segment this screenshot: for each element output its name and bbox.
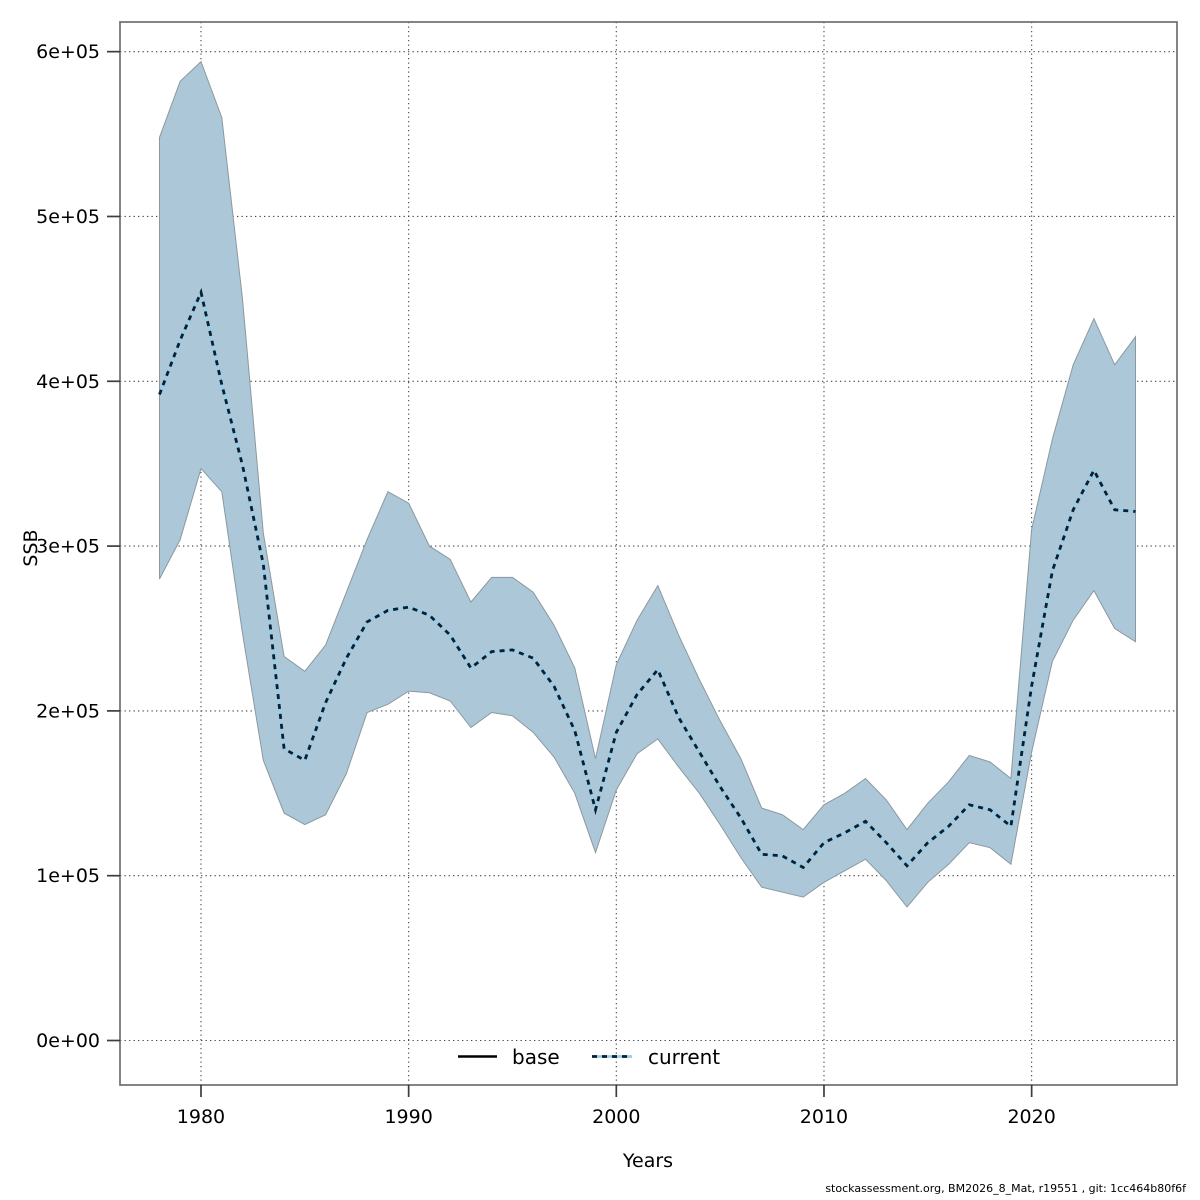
x-tick-label: 2000: [592, 1106, 640, 1128]
x-tick-label: 2010: [800, 1106, 848, 1128]
x-axis-title: Years: [622, 1150, 673, 1172]
x-tick-label: 1990: [384, 1106, 432, 1128]
y-tick-label: 3e+05: [36, 536, 100, 558]
y-tick-label: 6e+05: [36, 41, 100, 63]
axis-layer: 1980 1990 2000 2010 2020 0e+00 1e+05 2e+05 3e+05…: [36, 21, 1178, 1128]
y-tick-label: 4e+05: [36, 371, 100, 393]
y-tick-label: 2e+05: [36, 700, 100, 722]
y-tick-label: 5e+05: [36, 206, 100, 228]
plot-frame: [119, 21, 1178, 1086]
y-tick-label: 1e+05: [36, 865, 100, 887]
legend-base-label: base: [512, 1045, 560, 1069]
x-tick-label: 1980: [177, 1106, 225, 1128]
legend: base current: [458, 1045, 720, 1069]
legend-current-label: current: [648, 1045, 720, 1069]
data-layer: [158, 60, 1136, 908]
y-tick-label: 0e+00: [36, 1030, 100, 1052]
x-tick-label: 2020: [1007, 1106, 1055, 1128]
y-axis-title: SSB: [20, 529, 42, 566]
confidence-band: [159, 60, 1136, 908]
footer-watermark: stockassessment.org, BM2026_8_Mat, r1955…: [825, 1182, 1187, 1195]
current-line: [158, 287, 1136, 870]
